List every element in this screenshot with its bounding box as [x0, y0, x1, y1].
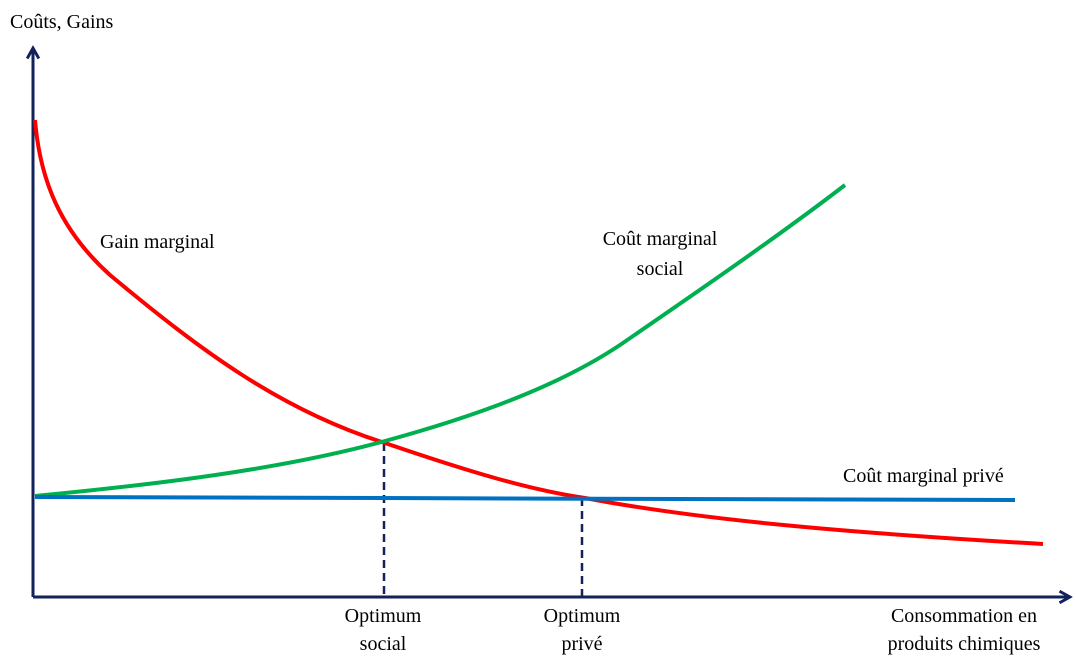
optimum-label: privé: [561, 633, 602, 655]
y-axis-label: Coûts, Gains: [10, 11, 114, 33]
x-axis-label: Consommation en: [891, 605, 1037, 627]
optimum-label: Optimum: [345, 605, 422, 627]
x-axis-label: produits chimiques: [888, 633, 1041, 655]
private-cost-curve: [34, 495, 1016, 502]
gain-curve: [33, 119, 1044, 546]
private-cost-label: Coût marginal privé: [843, 465, 1004, 487]
gain-label: Gain marginal: [100, 231, 215, 253]
social-cost-label: social: [637, 258, 684, 280]
optimum-label: social: [360, 633, 407, 655]
social-cost-curve: [34, 183, 847, 498]
social-cost-label: Coût marginal: [603, 228, 718, 250]
optimum-label: Optimum: [544, 605, 621, 627]
